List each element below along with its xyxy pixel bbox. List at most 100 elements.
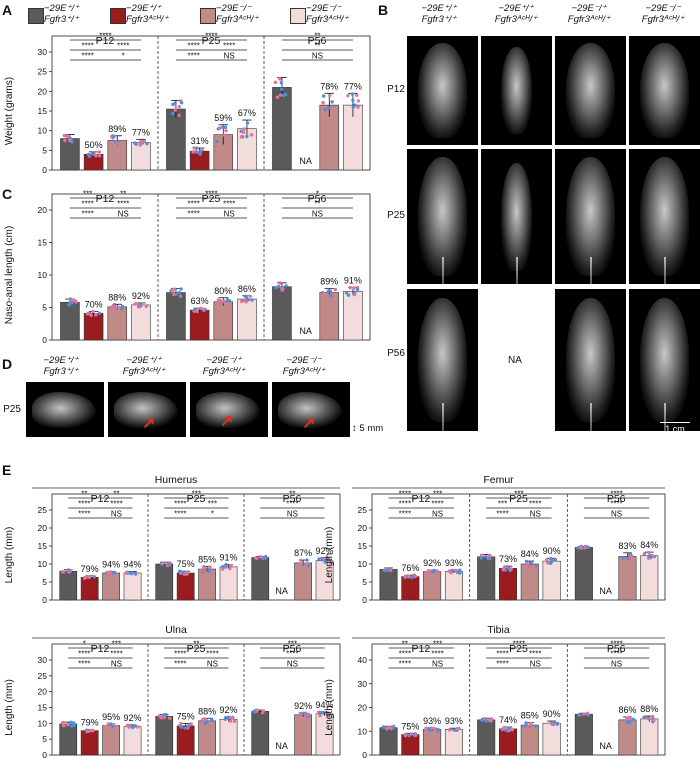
significance-label: **** — [81, 42, 93, 51]
significance-label: ** — [113, 490, 119, 499]
bar — [198, 568, 216, 601]
data-point — [550, 559, 554, 564]
bar — [618, 719, 637, 756]
plot-frame — [51, 643, 341, 756]
percent-label: 77% — [132, 127, 150, 137]
y-tick-label: 10 — [38, 718, 48, 728]
significance-label: **** — [117, 200, 129, 209]
percent-label: 95% — [102, 712, 120, 722]
bar — [423, 571, 442, 601]
data-point — [86, 574, 90, 579]
data-point — [189, 722, 193, 726]
significance-label: **** — [399, 650, 411, 659]
significance-label: **** — [205, 190, 217, 199]
bar — [574, 547, 593, 601]
y-tick-label: 15 — [38, 106, 48, 116]
data-point — [479, 556, 483, 560]
bar — [219, 566, 238, 601]
data-point — [458, 568, 462, 572]
data-point — [555, 722, 559, 726]
data-point — [105, 570, 110, 575]
data-point — [524, 564, 529, 568]
data-point — [130, 571, 134, 575]
significance-label: *** — [433, 640, 442, 649]
group-label: P56 — [607, 643, 626, 655]
significance-label: ** — [289, 490, 295, 499]
y-tick-label: 5 — [362, 577, 367, 587]
data-point — [524, 721, 528, 725]
data-point — [216, 300, 220, 305]
data-point — [430, 726, 434, 730]
significance-label: NS — [224, 210, 235, 219]
data-point — [170, 289, 175, 294]
y-axis-label: Length (mm) — [324, 679, 335, 736]
y-tick-label: 15 — [38, 238, 48, 248]
arrow-icon: ↗ — [220, 413, 234, 430]
y-tick-label: 20 — [38, 86, 48, 96]
bar — [60, 138, 80, 171]
data-point — [298, 712, 302, 717]
data-point — [545, 561, 550, 565]
group-label: P12 — [96, 193, 115, 205]
data-point — [391, 726, 395, 730]
y-tick-label: 5 — [42, 734, 47, 744]
data-point — [533, 724, 538, 728]
data-point — [532, 564, 536, 569]
xray-p56-ko — [629, 289, 700, 431]
data-point — [174, 292, 179, 296]
panel-letter-c: C — [2, 186, 13, 202]
data-point — [97, 311, 102, 315]
significance-label: **** — [78, 510, 90, 519]
data-point — [246, 298, 251, 302]
significance-label: **** — [205, 32, 217, 41]
data-point — [63, 138, 67, 143]
data-point — [321, 101, 325, 105]
data-point — [239, 135, 244, 139]
group-label: P25 — [509, 643, 528, 655]
significance-label: **** — [206, 650, 218, 659]
bar — [131, 304, 151, 341]
percent-label: 85% — [198, 555, 216, 565]
data-point — [304, 562, 308, 567]
data-point — [171, 111, 175, 116]
data-point — [69, 720, 73, 725]
bar — [251, 557, 270, 601]
b-na-label: NA — [508, 355, 522, 366]
data-point — [133, 141, 137, 145]
bar — [498, 568, 518, 601]
significance-label: **** — [496, 650, 508, 659]
skull-ko: ↗ — [272, 382, 350, 437]
chart-title: Femur — [483, 474, 514, 486]
significance-label: ** — [402, 640, 408, 649]
y-tick-label: 15 — [38, 703, 48, 713]
chart-title: Humerus — [155, 474, 198, 486]
chart-title: Tibia — [487, 624, 510, 636]
legend-label-1: −29E⁺/⁺ Fgfr3⁺/⁺ — [44, 3, 80, 25]
significance-label: * — [122, 52, 125, 61]
data-point — [112, 570, 117, 575]
data-point — [321, 94, 326, 98]
data-point — [329, 293, 333, 298]
percent-label: 92% — [220, 705, 238, 715]
data-point — [431, 569, 435, 573]
data-point — [325, 558, 329, 562]
data-point — [323, 108, 327, 112]
percent-label: 31% — [191, 136, 209, 146]
data-point — [305, 558, 309, 562]
significance-label: **** — [286, 650, 298, 659]
y-tick-label: 0 — [42, 335, 47, 345]
data-point — [209, 718, 214, 722]
d-header-2: −29E⁺/⁺ Fgfr3ᴬᶜᴴ/⁺ — [122, 355, 166, 377]
bar — [542, 560, 561, 601]
significance-label: * — [316, 190, 319, 199]
percent-label: 90% — [543, 709, 561, 719]
percent-label: 94% — [316, 700, 334, 710]
data-point — [203, 721, 207, 725]
data-point — [409, 732, 414, 736]
significance-label: **** — [513, 640, 525, 649]
legend-label-4: −29E⁻/⁻ Fgfr3ᴬᶜᴴ/⁺ — [306, 3, 349, 25]
group-label: P25 — [202, 35, 221, 47]
chart-title: Ulna — [165, 624, 187, 636]
data-point — [135, 725, 140, 729]
data-point — [166, 562, 171, 567]
